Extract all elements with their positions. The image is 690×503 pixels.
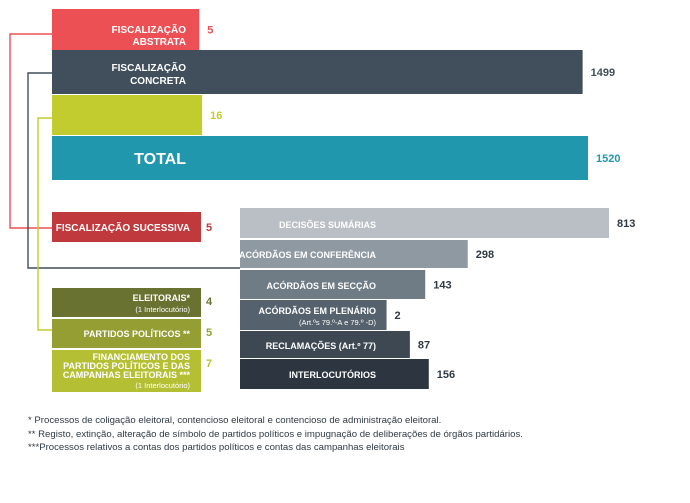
bar-tab-main-1 [194, 50, 198, 94]
value-main-2: 16 [210, 110, 222, 122]
bar-breakdown-2 [386, 270, 426, 299]
bar-breakdown-5 [386, 359, 429, 389]
footnote-2: ** Registo, extinção, alteração de símbo… [28, 428, 523, 440]
label-financiamento-3: CAMPANHAS ELEITORAIS *** [63, 370, 191, 380]
label-eleitorais: ELEITORAIS* [133, 293, 191, 303]
bar-tab-electoral-0 [197, 288, 201, 317]
label-breakdown-3: ACÓRDÃOS EM PLENÁRIO [258, 305, 376, 316]
connector-abstrata-sucessiva [9, 33, 52, 229]
value-main-3: 1520 [596, 153, 620, 165]
chart-svg: 51499161520FISCALIZAÇÃOABSTRATAFISCALIZA… [9, 9, 635, 392]
label-financiamento-1: FINANCIAMENTO DOS [93, 352, 190, 362]
label-concreta-2: CONCRETA [130, 76, 186, 87]
footnotes: * Processos de coligação eleitoral, cont… [28, 414, 668, 455]
bar-breakdown-0 [386, 208, 609, 238]
bar-main-3 [198, 136, 588, 180]
bar-sucessiva [52, 212, 197, 242]
value-electoral-2: 7 [206, 358, 212, 370]
sublabel-financiamento: (1 Interlocutório) [135, 381, 190, 390]
bar-breakdown-1 [386, 240, 468, 268]
label-sucessiva: FISCALIZAÇÃO SUCESSIVA [56, 221, 190, 234]
value-main-1: 1499 [591, 67, 615, 79]
value-breakdown-0: 813 [617, 218, 635, 230]
footnote-3: ***Processos relativos a contas dos part… [28, 442, 405, 453]
label-block-1 [52, 50, 198, 94]
bar-main-1 [198, 50, 583, 94]
sublabel-breakdown-3: (Art.ºs 79.º-A e 79.º -D) [299, 318, 376, 327]
label-breakdown-5: INTERLOCUTÓRIOS [289, 369, 376, 380]
label-block-breakdown-5 [240, 359, 386, 389]
label-total: TOTAL [134, 151, 186, 168]
label-block-breakdown-2 [240, 270, 386, 299]
label-partidos: PARTIDOS POLÍTICOS ** [84, 329, 191, 339]
bar-main-0 [198, 9, 200, 50]
value-sucessiva: 5 [206, 222, 212, 234]
bar-breakdown-4 [386, 331, 410, 358]
bar-tab-main-3 [194, 136, 198, 180]
label-block-0 [52, 9, 198, 50]
label-breakdown-2: ACÓRDÃOS EM SECÇÃO [266, 280, 376, 291]
label-block-2 [52, 95, 198, 135]
connector-lime-electoral [37, 117, 52, 331]
label-block-breakdown-3 [240, 300, 386, 330]
value-breakdown-1: 298 [476, 249, 494, 261]
label-breakdown-1: ACÓRDÃOS EM CONFERÊNCIA [239, 249, 377, 260]
bar-breakdown-3 [386, 300, 387, 330]
bar-electoral-0 [52, 288, 197, 317]
value-main-0: 5 [207, 25, 213, 37]
label-block-3 [52, 136, 198, 180]
bar-tab-main-2 [194, 95, 198, 135]
label-block-breakdown-0 [240, 208, 386, 238]
label-concreta-1: FISCALIZAÇÃO [112, 61, 187, 74]
label-block-breakdown-1 [240, 240, 386, 268]
bar-electoral-2 [52, 350, 197, 392]
value-breakdown-5: 156 [437, 369, 455, 381]
value-breakdown-3: 2 [395, 310, 401, 322]
value-breakdown-4: 87 [418, 340, 430, 352]
connector-concreta-breakdown [27, 72, 240, 269]
label-abstrata-2: ABSTRATA [132, 37, 186, 48]
bar-tab-main-0 [194, 9, 198, 50]
bar-main-2 [198, 95, 203, 135]
label-financiamento-2: PARTIDOS POLÍTICOS E DAS [63, 361, 190, 371]
value-breakdown-2: 143 [433, 280, 451, 292]
value-electoral-1: 5 [206, 327, 212, 339]
bar-tab-sucessiva [197, 212, 201, 242]
value-electoral-0: 4 [206, 296, 213, 308]
label-abstrata-1: FISCALIZAÇÃO [112, 23, 187, 36]
bar-tab-electoral-1 [197, 319, 201, 348]
bar-electoral-1 [52, 319, 197, 348]
label-breakdown-0: DECISÕES SUMÁRIAS [279, 220, 376, 230]
label-block-breakdown-4 [240, 331, 386, 358]
bar-tab-electoral-2 [197, 350, 201, 392]
footnote-1: * Processos de coligação eleitoral, cont… [28, 415, 442, 426]
label-breakdown-4: RECLAMAÇÕES (Art.º 77) [266, 341, 376, 351]
sublabel-eleitorais: (1 Interlocutório) [135, 305, 190, 314]
